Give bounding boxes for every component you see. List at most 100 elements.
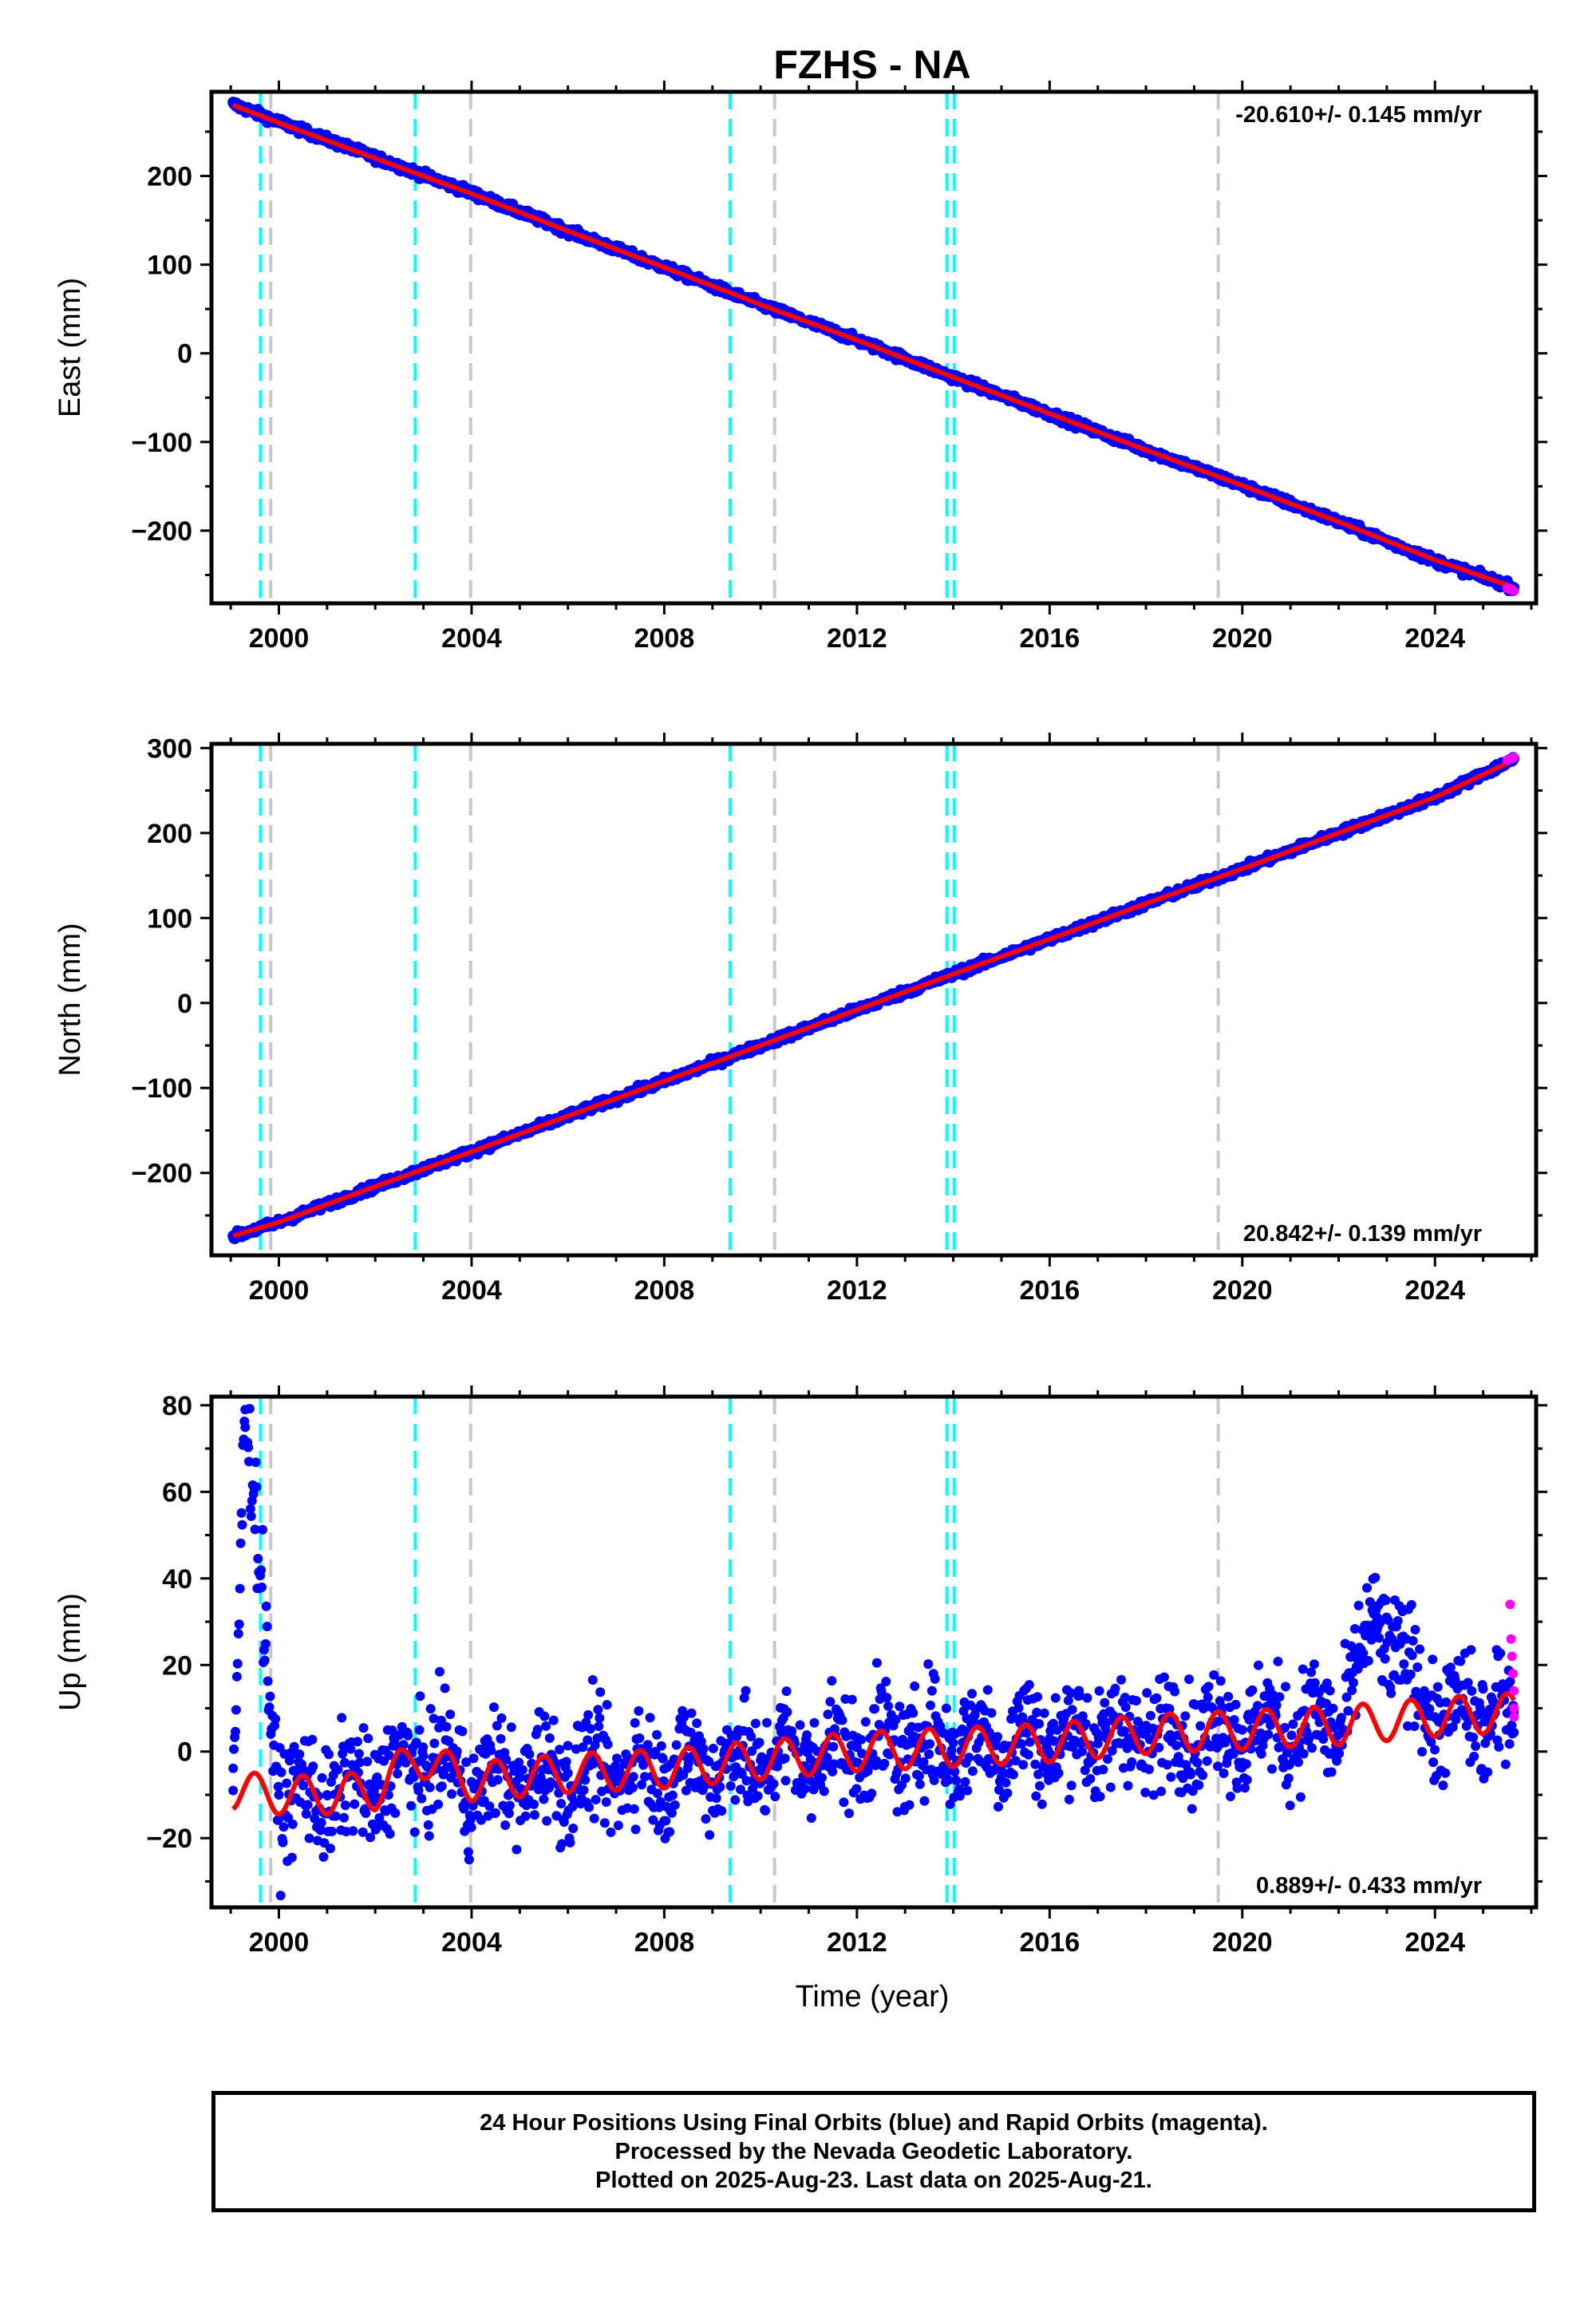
final-orbit-point xyxy=(1495,1648,1506,1658)
final-orbit-point xyxy=(1223,1691,1234,1701)
final-orbit-point xyxy=(650,1746,661,1757)
final-orbit-point xyxy=(739,1693,749,1703)
final-orbit-point xyxy=(882,1693,892,1703)
final-orbit-point xyxy=(1052,1725,1062,1735)
final-orbit-point xyxy=(417,1793,427,1804)
final-orbit-point xyxy=(1181,1760,1191,1770)
final-orbit-point xyxy=(1017,1739,1027,1749)
final-orbit-point xyxy=(867,1788,877,1799)
final-orbit-point xyxy=(235,1538,246,1548)
final-orbit-point xyxy=(768,1779,779,1789)
final-orbit-point xyxy=(358,1827,368,1837)
final-orbit-point xyxy=(606,1827,616,1837)
final-orbit-point xyxy=(237,1520,247,1530)
final-orbit-point xyxy=(501,1754,512,1765)
y-tick-label: 0 xyxy=(177,339,192,370)
final-orbit-point xyxy=(563,1741,573,1751)
final-orbit-point xyxy=(1037,1799,1047,1809)
final-orbit-point xyxy=(1034,1719,1045,1729)
final-orbit-point xyxy=(1504,1739,1515,1749)
final-orbit-point xyxy=(1231,1699,1241,1709)
final-orbit-point xyxy=(960,1777,970,1787)
final-orbit-point xyxy=(346,1744,356,1754)
final-orbit-point xyxy=(240,1422,251,1433)
final-orbit-point xyxy=(1101,1717,1112,1727)
final-orbit-point xyxy=(1080,1765,1090,1776)
final-orbit-point xyxy=(1310,1678,1320,1688)
final-orbit-point xyxy=(634,1733,645,1743)
final-orbit-point xyxy=(957,1724,967,1734)
final-orbit-point xyxy=(1148,1790,1159,1800)
final-orbit-point xyxy=(817,1773,827,1783)
final-orbit-point xyxy=(1166,1772,1176,1782)
final-orbit-point xyxy=(904,1800,915,1810)
final-orbit-point xyxy=(1406,1599,1416,1610)
final-orbit-point xyxy=(601,1797,611,1807)
final-orbit-point xyxy=(515,1773,525,1783)
final-orbit-point xyxy=(1346,1641,1357,1651)
final-orbit-point xyxy=(1141,1729,1152,1740)
final-orbit-point xyxy=(1432,1682,1443,1692)
final-orbit-point xyxy=(524,1749,535,1760)
final-orbit-point xyxy=(390,1808,401,1818)
final-orbit-point xyxy=(1110,1683,1120,1694)
final-orbit-point xyxy=(496,1713,507,1723)
final-orbit-point xyxy=(461,1757,472,1767)
final-orbit-point xyxy=(1213,1716,1223,1726)
final-orbit-point xyxy=(354,1757,365,1768)
final-orbit-point xyxy=(271,1713,281,1724)
rapid-orbit-point xyxy=(1507,1651,1517,1662)
final-orbit-point xyxy=(1483,1767,1493,1777)
rapid-orbit-point xyxy=(1509,586,1519,596)
final-orbit-point xyxy=(1094,1686,1104,1696)
final-orbit-point xyxy=(692,1718,702,1729)
final-orbit-point xyxy=(1098,1765,1108,1775)
final-orbit-point xyxy=(256,1565,267,1575)
final-orbit-point xyxy=(982,1685,993,1695)
final-orbit-point xyxy=(1213,1761,1223,1772)
final-orbit-point xyxy=(844,1808,854,1819)
final-orbit-point xyxy=(403,1730,413,1741)
final-orbit-point xyxy=(464,1855,474,1865)
final-orbit-point xyxy=(231,1705,241,1715)
final-orbit-point xyxy=(275,1891,286,1901)
final-orbit-point xyxy=(544,1733,555,1743)
final-orbit-point xyxy=(587,1675,598,1685)
final-orbit-point xyxy=(1194,1780,1204,1790)
final-orbit-point xyxy=(595,1713,605,1723)
final-orbit-point xyxy=(1507,1720,1517,1730)
final-orbit-point xyxy=(762,1717,772,1728)
final-orbit-point xyxy=(696,1737,706,1747)
final-orbit-point xyxy=(954,1791,965,1801)
final-orbit-point xyxy=(1353,1600,1364,1611)
final-orbit-point xyxy=(365,1832,376,1843)
final-orbit-point xyxy=(1241,1759,1251,1769)
final-orbit-point xyxy=(340,1757,350,1768)
final-orbit-point xyxy=(468,1753,479,1764)
final-orbit-point xyxy=(918,1757,929,1767)
y-tick-label: 200 xyxy=(147,819,192,849)
final-orbit-point xyxy=(231,1726,240,1737)
x-tick-label: 2024 xyxy=(1404,623,1465,654)
final-orbit-point xyxy=(1374,1633,1385,1643)
final-orbit-point xyxy=(452,1746,462,1757)
final-orbit-point xyxy=(489,1702,499,1713)
final-orbit-point xyxy=(486,1745,496,1756)
final-orbit-point xyxy=(1466,1645,1476,1655)
x-tick-label: 2004 xyxy=(441,623,502,654)
final-orbit-point xyxy=(667,1808,677,1818)
final-orbit-point xyxy=(658,1753,668,1764)
final-orbit-point xyxy=(384,1750,394,1761)
final-orbit-point xyxy=(1509,1727,1519,1737)
final-orbit-point xyxy=(967,1766,978,1777)
final-orbit-point xyxy=(1031,1791,1041,1801)
plot-frame xyxy=(209,89,1539,606)
final-orbit-point xyxy=(1263,1729,1274,1740)
final-orbit-point xyxy=(1336,1713,1346,1723)
final-orbit-point xyxy=(967,1689,977,1699)
final-orbit-point xyxy=(339,1812,349,1823)
final-orbit-point xyxy=(780,1753,790,1764)
final-orbit-point xyxy=(514,1757,524,1768)
final-orbit-point xyxy=(701,1814,711,1824)
final-orbit-point xyxy=(274,1789,284,1800)
